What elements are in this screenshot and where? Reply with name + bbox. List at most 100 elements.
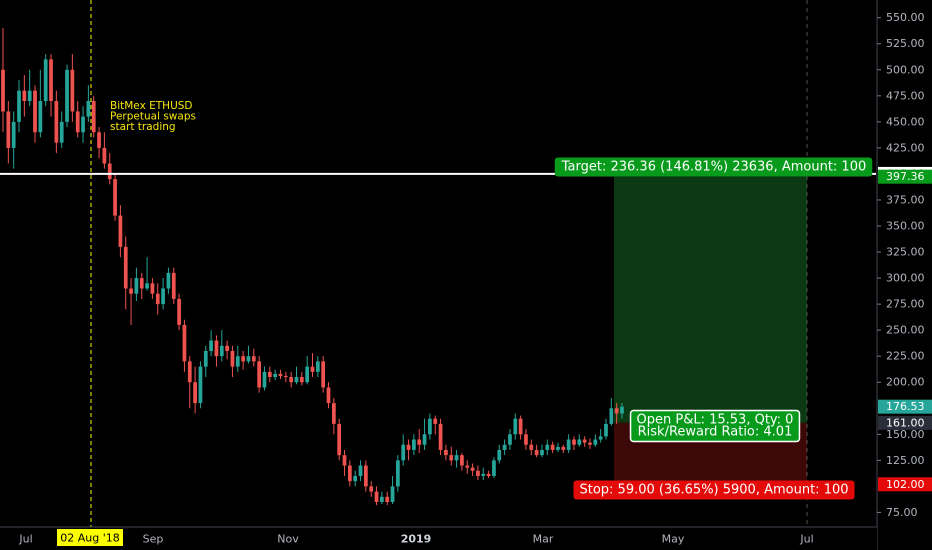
candle	[283, 371, 288, 383]
candle	[225, 340, 229, 360]
candle	[476, 465, 480, 481]
candle	[22, 74, 27, 117]
candle	[299, 371, 304, 386]
price-tick: 125.00	[886, 454, 925, 467]
candle	[198, 361, 203, 409]
candle	[267, 366, 272, 383]
candle	[145, 257, 149, 291]
candle	[81, 106, 85, 143]
candle	[438, 418, 443, 456]
candle	[241, 350, 245, 370]
candle	[470, 463, 475, 476]
candle	[492, 457, 496, 479]
candle	[251, 348, 256, 367]
candle	[374, 486, 379, 506]
candle	[513, 413, 518, 440]
candle	[102, 132, 107, 169]
candle	[598, 429, 603, 443]
candle	[529, 439, 534, 456]
target-label[interactable]: Target: 236.36 (146.81%) 23636, Amount: …	[554, 157, 873, 177]
candle	[561, 444, 566, 454]
candle	[396, 455, 400, 492]
candle	[171, 267, 176, 305]
candle	[508, 429, 512, 450]
stop-label[interactable]: Stop: 59.00 (36.65%) 5900, Amount: 100	[573, 480, 855, 500]
candle	[534, 444, 539, 458]
pnl-label: Open P&L: 15.53, Qty: 0	[637, 413, 794, 428]
candle	[209, 330, 213, 357]
price-tick: 225.00	[886, 350, 925, 363]
price-tick: 300.00	[886, 272, 925, 285]
candle	[342, 449, 347, 476]
price-tick: 550.00	[886, 11, 925, 24]
grid-lines	[90, 0, 808, 527]
candle	[246, 345, 251, 364]
candle	[97, 127, 101, 159]
candle	[150, 278, 155, 299]
candle	[572, 436, 576, 450]
candle	[70, 54, 75, 122]
candle	[54, 90, 59, 154]
candle	[187, 356, 192, 409]
candle	[203, 345, 208, 378]
price-tag: 397.36	[886, 170, 925, 183]
event-date-tag: 02 Aug '18	[57, 529, 123, 546]
candle	[428, 413, 432, 440]
candle	[134, 267, 139, 301]
candle	[166, 267, 171, 294]
price-tick: 150.00	[886, 428, 925, 441]
time-axis: Jul Sep Nov 2019 Mar May Jul 02 Aug '18	[0, 526, 877, 550]
price-tick: 350.00	[886, 220, 925, 233]
annotation-line: BitMex ETHUSD	[110, 100, 193, 112]
candle	[540, 444, 544, 458]
svg-text:02 Aug '18: 02 Aug '18	[60, 532, 120, 545]
candle	[273, 369, 278, 381]
candle	[588, 438, 592, 449]
candle	[118, 205, 123, 258]
candle	[139, 272, 144, 299]
candle	[444, 444, 448, 461]
candle	[113, 173, 117, 221]
price-tick: 450.00	[886, 115, 925, 128]
candle	[545, 439, 550, 456]
candle	[161, 278, 165, 310]
annotation-line: start trading	[110, 121, 176, 133]
candle	[321, 356, 326, 393]
time-tick: 2019	[401, 533, 432, 546]
candle	[353, 470, 358, 487]
candle	[347, 460, 352, 487]
price-tag: 176.53	[886, 400, 925, 413]
candle	[614, 403, 619, 424]
candle	[123, 236, 128, 310]
candle	[620, 403, 624, 419]
annotation-line: Perpetual swaps	[110, 111, 196, 123]
candle	[380, 491, 384, 505]
candle	[337, 418, 342, 461]
candle	[219, 330, 224, 362]
time-tick: Nov	[277, 533, 299, 546]
candle	[497, 444, 502, 464]
price-tick: 500.00	[886, 63, 925, 76]
candle	[556, 442, 560, 453]
candle	[235, 345, 240, 372]
candle	[390, 475, 395, 505]
candle	[481, 467, 486, 481]
candle	[326, 382, 331, 409]
candle	[577, 434, 582, 447]
candle	[214, 335, 219, 367]
candle	[27, 69, 32, 107]
candle	[155, 283, 160, 315]
candle	[486, 470, 491, 479]
candle	[107, 153, 112, 185]
candle	[86, 85, 91, 122]
candle	[305, 356, 310, 385]
candle	[460, 453, 464, 471]
price-tick: 375.00	[886, 193, 925, 206]
candle	[230, 345, 235, 378]
candle	[43, 54, 48, 107]
price-tag: 102.00	[886, 478, 925, 491]
candle	[417, 429, 422, 454]
time-tick: Mar	[533, 533, 554, 546]
